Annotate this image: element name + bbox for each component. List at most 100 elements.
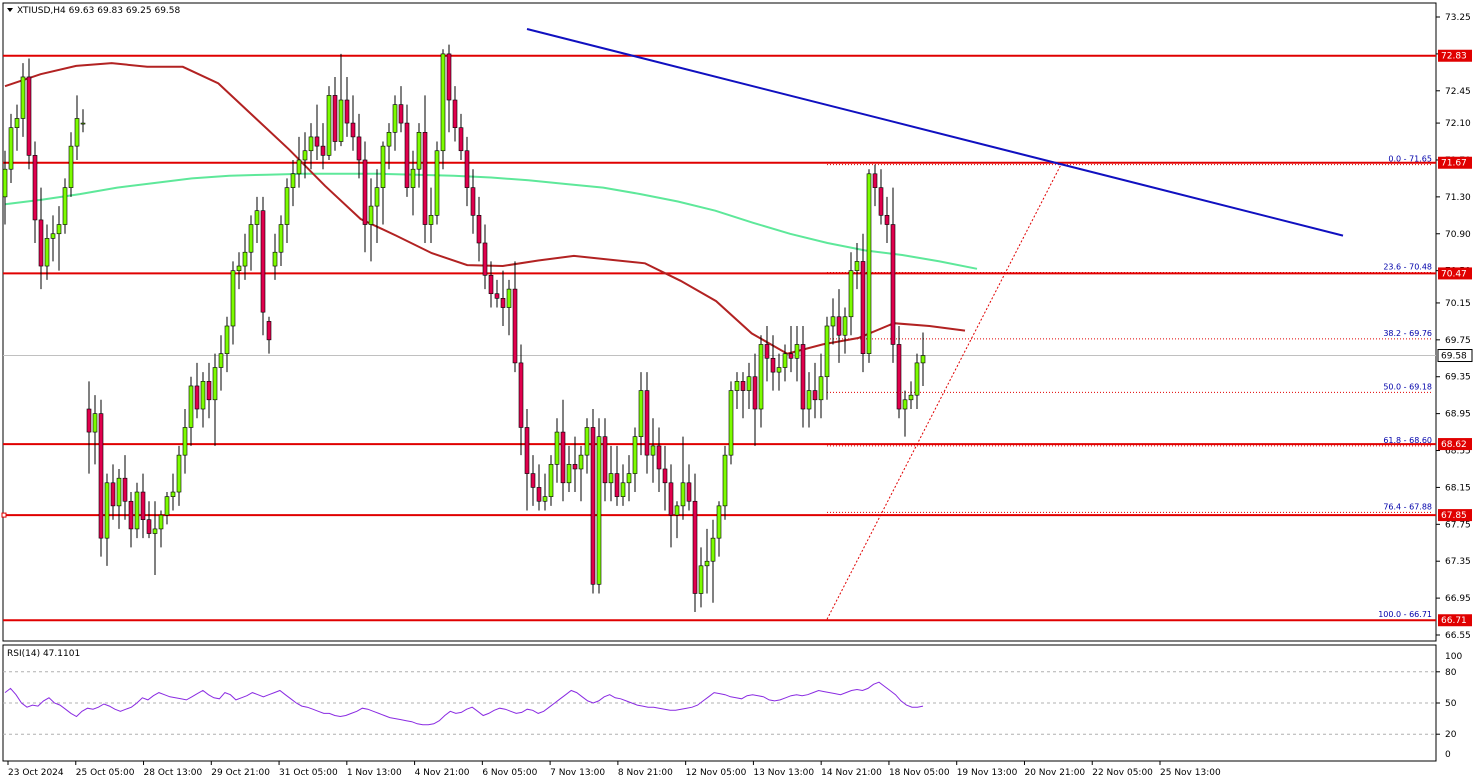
candle[interactable] <box>488 261 494 308</box>
candle[interactable] <box>74 95 80 160</box>
candle[interactable] <box>494 279 500 308</box>
candle[interactable] <box>584 418 590 474</box>
candle[interactable] <box>44 224 50 280</box>
candle[interactable] <box>722 445 728 520</box>
candle[interactable] <box>536 464 542 511</box>
candle[interactable] <box>656 427 662 493</box>
candle[interactable] <box>350 95 356 151</box>
candle[interactable] <box>818 353 824 419</box>
candle[interactable] <box>164 492 170 525</box>
level-anchor-marker[interactable] <box>1 512 7 518</box>
candle[interactable] <box>734 372 740 410</box>
candle[interactable] <box>788 326 794 373</box>
candle[interactable] <box>572 436 578 493</box>
candle[interactable] <box>884 196 890 243</box>
candle[interactable] <box>314 104 320 160</box>
candle[interactable] <box>326 86 332 160</box>
candle[interactable] <box>20 63 26 137</box>
candle[interactable] <box>86 381 92 474</box>
candle[interactable] <box>38 187 44 290</box>
candle[interactable] <box>392 95 398 151</box>
candle[interactable] <box>344 76 350 137</box>
candle[interactable] <box>272 233 278 280</box>
candle[interactable] <box>698 547 704 608</box>
candle[interactable] <box>524 409 530 511</box>
candle[interactable] <box>152 501 158 576</box>
candle[interactable] <box>542 473 548 511</box>
candle[interactable] <box>764 326 770 382</box>
candle[interactable] <box>470 169 476 234</box>
candle[interactable] <box>614 445 620 506</box>
candle[interactable] <box>590 409 596 594</box>
candle[interactable] <box>254 196 260 243</box>
candle[interactable] <box>530 455 536 506</box>
candle[interactable] <box>224 316 230 373</box>
candle[interactable] <box>842 307 848 354</box>
candle[interactable] <box>194 362 200 419</box>
candle[interactable] <box>2 150 8 225</box>
candle[interactable] <box>188 376 194 446</box>
candle[interactable] <box>134 482 140 539</box>
candle[interactable] <box>686 464 692 511</box>
candle[interactable] <box>758 335 764 428</box>
candle[interactable] <box>794 326 800 382</box>
candle[interactable] <box>182 409 188 474</box>
candle[interactable] <box>68 132 74 197</box>
candle[interactable] <box>128 492 134 548</box>
candle[interactable] <box>896 326 902 419</box>
candle[interactable] <box>746 362 752 410</box>
candle[interactable] <box>704 528 710 594</box>
candle[interactable] <box>860 233 866 373</box>
candle[interactable] <box>620 464 626 506</box>
candle[interactable] <box>242 233 248 280</box>
candle[interactable] <box>230 261 236 345</box>
candle[interactable] <box>356 113 362 179</box>
candle[interactable] <box>890 187 896 363</box>
candle[interactable] <box>218 335 224 391</box>
candle[interactable] <box>248 215 254 271</box>
candle[interactable] <box>824 316 830 400</box>
candle[interactable] <box>554 418 560 483</box>
candle[interactable] <box>404 104 410 197</box>
candle[interactable] <box>728 381 734 465</box>
candle[interactable] <box>740 372 746 419</box>
candle[interactable] <box>596 418 602 594</box>
candle[interactable] <box>428 187 434 243</box>
candle[interactable] <box>506 279 512 336</box>
candle[interactable] <box>674 501 680 539</box>
candle[interactable] <box>476 196 482 262</box>
candle[interactable] <box>368 178 374 262</box>
candle[interactable] <box>92 395 98 465</box>
candle[interactable] <box>680 436 686 520</box>
candle[interactable] <box>872 164 878 207</box>
candle[interactable] <box>908 381 914 410</box>
candle[interactable] <box>776 353 782 391</box>
candle[interactable] <box>290 159 296 207</box>
candle[interactable] <box>440 49 446 170</box>
candle[interactable] <box>782 344 788 382</box>
candle[interactable] <box>116 468 122 529</box>
candle[interactable] <box>296 136 302 188</box>
candle[interactable] <box>176 445 182 506</box>
candle[interactable] <box>104 473 110 566</box>
candle[interactable] <box>434 141 440 225</box>
candle[interactable] <box>200 372 206 428</box>
candle[interactable] <box>278 215 284 267</box>
candle[interactable] <box>26 58 32 170</box>
candle[interactable] <box>638 372 644 456</box>
candle[interactable] <box>716 501 722 557</box>
candle[interactable] <box>398 86 404 133</box>
candle[interactable] <box>284 178 290 243</box>
candle[interactable] <box>560 399 566 502</box>
candle[interactable] <box>452 86 458 142</box>
candle[interactable] <box>158 510 164 548</box>
candle[interactable] <box>110 464 116 520</box>
candle[interactable] <box>914 353 920 410</box>
candle[interactable] <box>812 362 818 419</box>
candle[interactable] <box>80 109 86 133</box>
candle[interactable] <box>692 473 698 612</box>
candle[interactable] <box>866 169 872 363</box>
candle[interactable] <box>830 298 836 345</box>
candle[interactable] <box>416 123 422 188</box>
candle[interactable] <box>518 344 524 456</box>
